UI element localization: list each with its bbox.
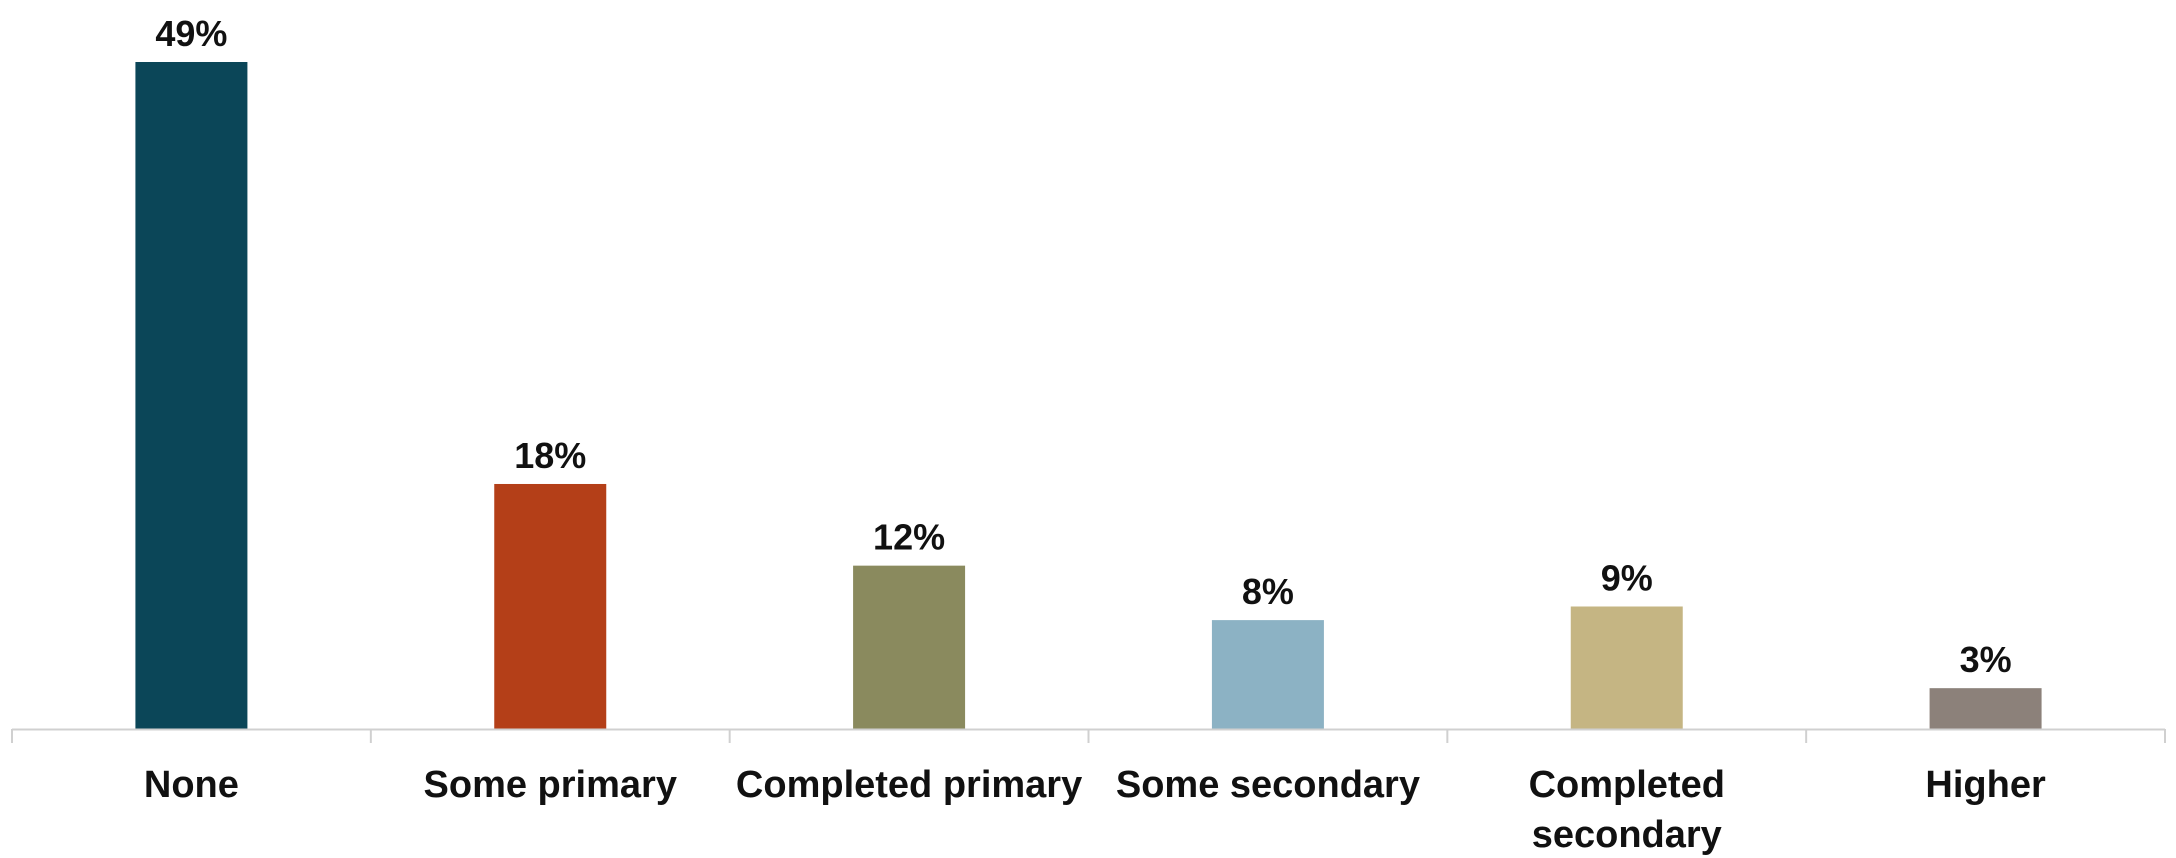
data-label: 3% — [1960, 639, 2012, 680]
x-tick-label: Higher — [1925, 764, 2046, 806]
bar — [1211, 620, 1324, 729]
data-label: 18% — [514, 435, 586, 476]
x-tick-label: Completed primary — [736, 764, 1082, 806]
bar — [494, 483, 607, 729]
bar — [853, 565, 966, 729]
x-axis — [11, 728, 2166, 743]
bars-layer — [135, 62, 2042, 729]
data-label: 12% — [873, 517, 945, 558]
data-label: 9% — [1601, 557, 1653, 598]
bar — [135, 62, 248, 729]
x-tick-label: Some primary — [424, 764, 677, 806]
data-label: 49% — [155, 13, 227, 54]
bar — [1570, 606, 1683, 729]
labels-layer: 49% None 18% Some primary 12% Completed prima… — [144, 13, 2046, 856]
x-tick-label: Completed — [1529, 764, 1725, 806]
x-tick-label: Some secondary — [1116, 764, 1420, 806]
data-label: 8% — [1242, 571, 1294, 612]
x-tick-label: secondary — [1532, 814, 1722, 856]
bar — [1929, 688, 2042, 729]
x-tick-label: None — [144, 764, 239, 806]
